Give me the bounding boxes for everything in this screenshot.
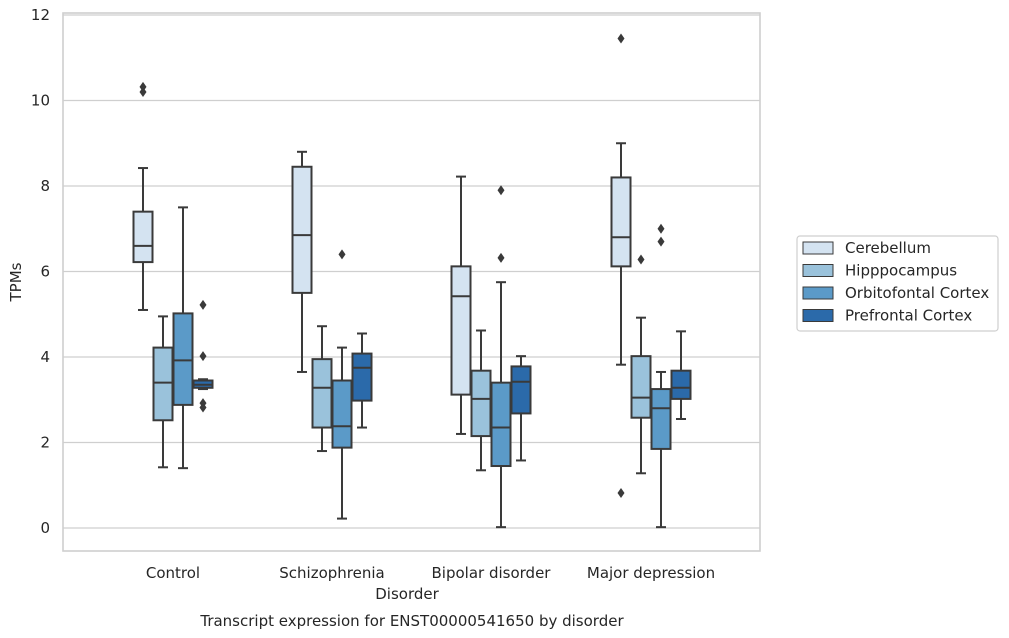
box [152,315,174,469]
legend-swatch [802,286,834,300]
outlier-point [199,299,207,310]
outlier-point [617,33,625,44]
legend-label: Hipppocampus [845,262,957,280]
box [470,329,492,472]
x-tick-label: Bipolar disorder [432,564,552,582]
box [490,185,512,529]
series-hipppocampus [152,254,652,475]
x-axis-label: Disorder [375,585,439,603]
iqr-box [470,369,492,438]
legend-item: Hipppocampus [802,262,957,280]
iqr-box [311,358,333,429]
plot-area-frame [62,12,761,552]
outlier-point [497,252,505,263]
iqr-box [291,165,313,294]
legend-item: Prefrontal Cortex [802,307,972,325]
iqr-box [510,365,532,415]
iqr-box [331,379,353,449]
outlier-point [139,86,147,97]
box [192,299,214,413]
outlier-point [657,236,665,247]
iqr-box [132,210,154,264]
box [331,249,353,520]
iqr-box [351,352,373,402]
chart-caption: Transcript expression for ENST0000054165… [199,612,624,630]
legend-label: Prefrontal Cortex [845,307,972,325]
iqr-box [650,388,672,450]
box [351,332,373,429]
iqr-box [172,312,194,406]
box-series [132,33,692,529]
iqr-box [490,381,512,468]
outlier-point [637,254,645,265]
outlier-point [139,81,147,92]
series-cerebellum [132,33,632,498]
iqr-box [610,176,632,268]
box [291,150,313,373]
legend-swatch [802,264,834,277]
x-tick-label: Schizophrenia [279,564,384,582]
iqr-box [450,265,472,396]
y-tick-label: 8 [40,177,50,195]
box [311,325,333,453]
box [450,175,472,435]
series-orbitofontal-cortex [172,185,672,529]
outlier-point [497,185,505,196]
x-axis-ticks: Control Schizophrenia Bipolar disorder Majo… [146,564,715,582]
legend-item: Orbitofontal Cortex [802,284,989,302]
y-tick-label: 12 [31,6,50,24]
legend-label: Cerebellum [845,239,931,257]
x-tick-label: Control [146,564,200,582]
outlier-point [199,351,207,362]
y-tick-label: 0 [40,519,50,537]
outlier-point [657,223,665,234]
legend-swatch [802,309,834,322]
legend: Cerebellum Hipppocampus Orbitofontal Corte… [796,235,999,332]
box [670,330,692,420]
legend-frame [796,235,999,332]
iqr-box [630,355,652,419]
box [650,223,672,529]
box [610,33,632,498]
outlier-point [199,402,207,413]
x-tick-label: Major depression [587,564,715,582]
legend-label: Orbitofontal Cortex [845,284,989,302]
iqr-box [670,369,692,400]
box [172,206,194,470]
y-tick-label: 6 [40,263,50,281]
y-tick-label: 4 [40,348,50,366]
y-tick-label: 10 [31,92,50,110]
y-axis-label: TPMs [7,262,25,302]
y-tick-label: 2 [40,434,50,452]
outlier-point [338,249,346,260]
gridlines [63,14,760,529]
series-prefrontal-cortex [192,299,692,462]
y-axis-ticks: 0 2 4 6 8 10 12 [31,6,50,537]
outlier-point [617,487,625,498]
iqr-box [152,346,174,422]
box [132,81,154,311]
legend-swatch [802,241,834,255]
legend-item: Cerebellum [802,239,931,257]
box [630,254,652,475]
box [510,355,532,462]
